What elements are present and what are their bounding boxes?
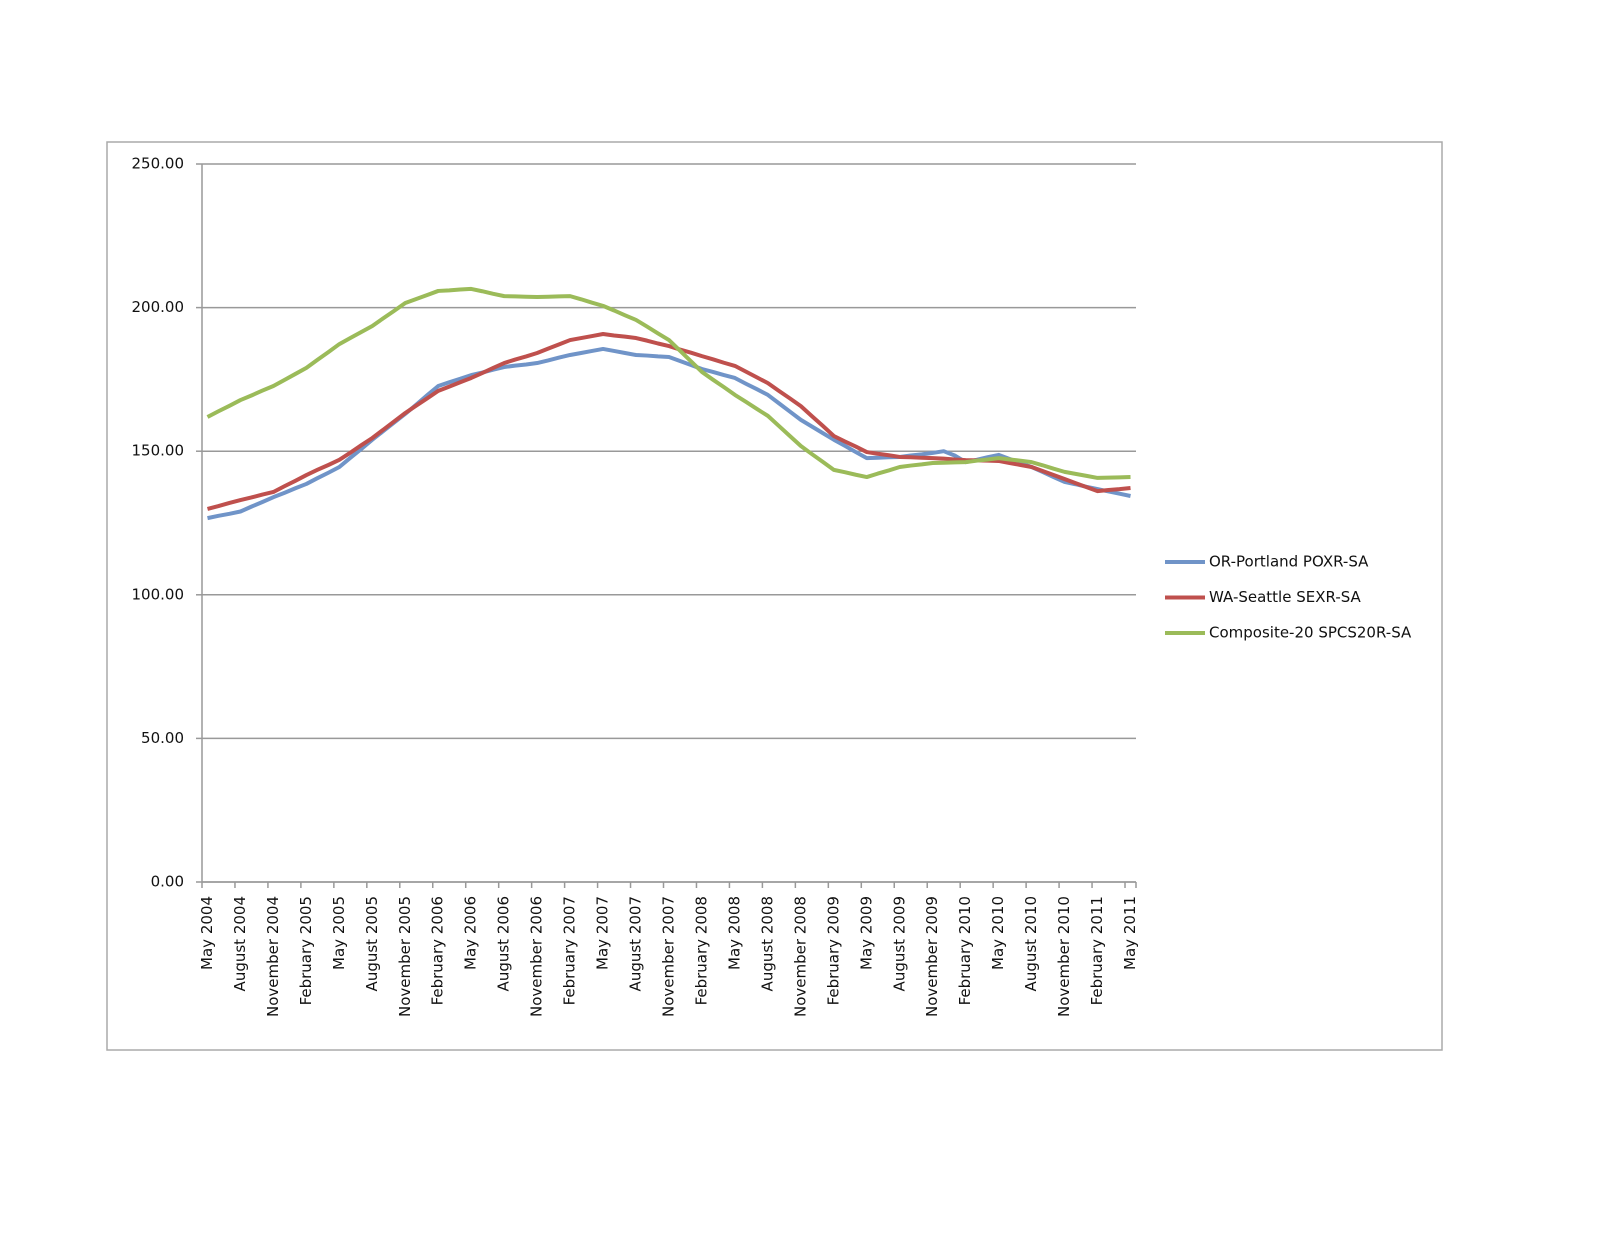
x-tick-label: May 2007 xyxy=(594,896,612,970)
x-tick-label: November 2008 xyxy=(791,896,809,1017)
x-tick-label: May 2011 xyxy=(1121,896,1139,970)
x-tick-label: February 2010 xyxy=(956,896,974,1005)
x-tick-label: August 2010 xyxy=(1022,896,1040,991)
y-tick-label: 200.00 xyxy=(132,298,185,316)
x-tick-label: February 2008 xyxy=(692,896,710,1005)
series-line xyxy=(206,286,1131,480)
y-tick-label: 100.00 xyxy=(132,585,185,603)
x-tick-label: November 2006 xyxy=(528,896,546,1017)
x-tick-label: August 2005 xyxy=(363,896,381,991)
x-tick-label: August 2007 xyxy=(627,896,645,991)
y-tick-label: 150.00 xyxy=(132,442,185,460)
y-tick-label: 0.00 xyxy=(151,873,184,891)
chart-frame xyxy=(106,141,1443,1051)
x-tick-label: May 2006 xyxy=(462,896,480,970)
x-tick-label: November 2004 xyxy=(264,896,282,1017)
legend-label: Composite-20 SPCS20R-SA xyxy=(1209,624,1412,642)
x-tick-label: August 2008 xyxy=(758,896,776,991)
x-tick-label: May 2005 xyxy=(330,896,348,970)
x-tick-label: August 2009 xyxy=(890,896,908,991)
x-tick-label: May 2010 xyxy=(989,896,1007,970)
x-tick-label: November 2007 xyxy=(660,896,678,1017)
x-tick-label: November 2005 xyxy=(396,896,414,1017)
x-tick-label: February 2005 xyxy=(297,896,315,1005)
legend-label: WA-Seattle SEXR-SA xyxy=(1209,588,1362,606)
x-tick-label: February 2007 xyxy=(561,896,579,1005)
x-tick-label: November 2010 xyxy=(1055,896,1073,1017)
y-tick-label: 250.00 xyxy=(132,155,185,173)
x-tick-label: February 2009 xyxy=(824,896,842,1005)
x-tick-label: August 2006 xyxy=(495,896,513,991)
legend-label: OR-Portland POXR-SA xyxy=(1209,553,1369,571)
x-tick-label: August 2004 xyxy=(231,896,249,991)
x-tick-label: May 2004 xyxy=(198,896,216,970)
x-tick-label: May 2009 xyxy=(857,896,875,970)
x-tick-label: November 2009 xyxy=(923,896,941,1017)
y-tick-label: 50.00 xyxy=(141,729,184,747)
x-tick-label: May 2008 xyxy=(725,896,743,970)
x-tick-label: February 2006 xyxy=(429,896,447,1005)
x-tick-label: February 2011 xyxy=(1088,896,1106,1005)
